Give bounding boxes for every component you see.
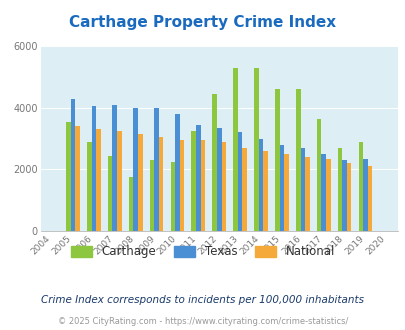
Bar	[221, 142, 226, 231]
Bar	[149, 160, 154, 231]
Bar	[362, 159, 367, 231]
Bar	[295, 89, 300, 231]
Bar	[179, 140, 184, 231]
Bar	[75, 126, 80, 231]
Bar	[87, 142, 92, 231]
Legend: Carthage, Texas, National: Carthage, Texas, National	[66, 241, 339, 263]
Bar	[175, 114, 179, 231]
Bar	[258, 139, 263, 231]
Bar	[92, 106, 96, 231]
Bar	[117, 131, 121, 231]
Bar	[191, 131, 196, 231]
Bar	[158, 137, 163, 231]
Bar	[212, 94, 216, 231]
Bar	[242, 148, 246, 231]
Bar	[337, 148, 341, 231]
Bar	[128, 177, 133, 231]
Text: © 2025 CityRating.com - https://www.cityrating.com/crime-statistics/: © 2025 CityRating.com - https://www.city…	[58, 317, 347, 326]
Bar	[138, 134, 142, 231]
Bar	[284, 154, 288, 231]
Bar	[96, 129, 100, 231]
Bar	[325, 159, 330, 231]
Text: Crime Index corresponds to incidents per 100,000 inhabitants: Crime Index corresponds to incidents per…	[41, 295, 364, 305]
Bar	[341, 160, 346, 231]
Bar	[70, 99, 75, 231]
Text: Carthage Property Crime Index: Carthage Property Crime Index	[69, 15, 336, 30]
Bar	[346, 163, 351, 231]
Bar	[154, 108, 158, 231]
Bar	[367, 166, 371, 231]
Bar	[170, 162, 175, 231]
Bar	[321, 154, 325, 231]
Bar	[112, 105, 117, 231]
Bar	[108, 155, 112, 231]
Bar	[216, 128, 221, 231]
Bar	[300, 148, 305, 231]
Bar	[232, 68, 237, 231]
Bar	[196, 125, 200, 231]
Bar	[263, 151, 267, 231]
Bar	[133, 108, 138, 231]
Bar	[254, 68, 258, 231]
Bar	[358, 142, 362, 231]
Bar	[316, 118, 321, 231]
Bar	[279, 145, 283, 231]
Bar	[305, 157, 309, 231]
Bar	[237, 132, 242, 231]
Bar	[274, 89, 279, 231]
Bar	[66, 122, 70, 231]
Bar	[200, 140, 205, 231]
